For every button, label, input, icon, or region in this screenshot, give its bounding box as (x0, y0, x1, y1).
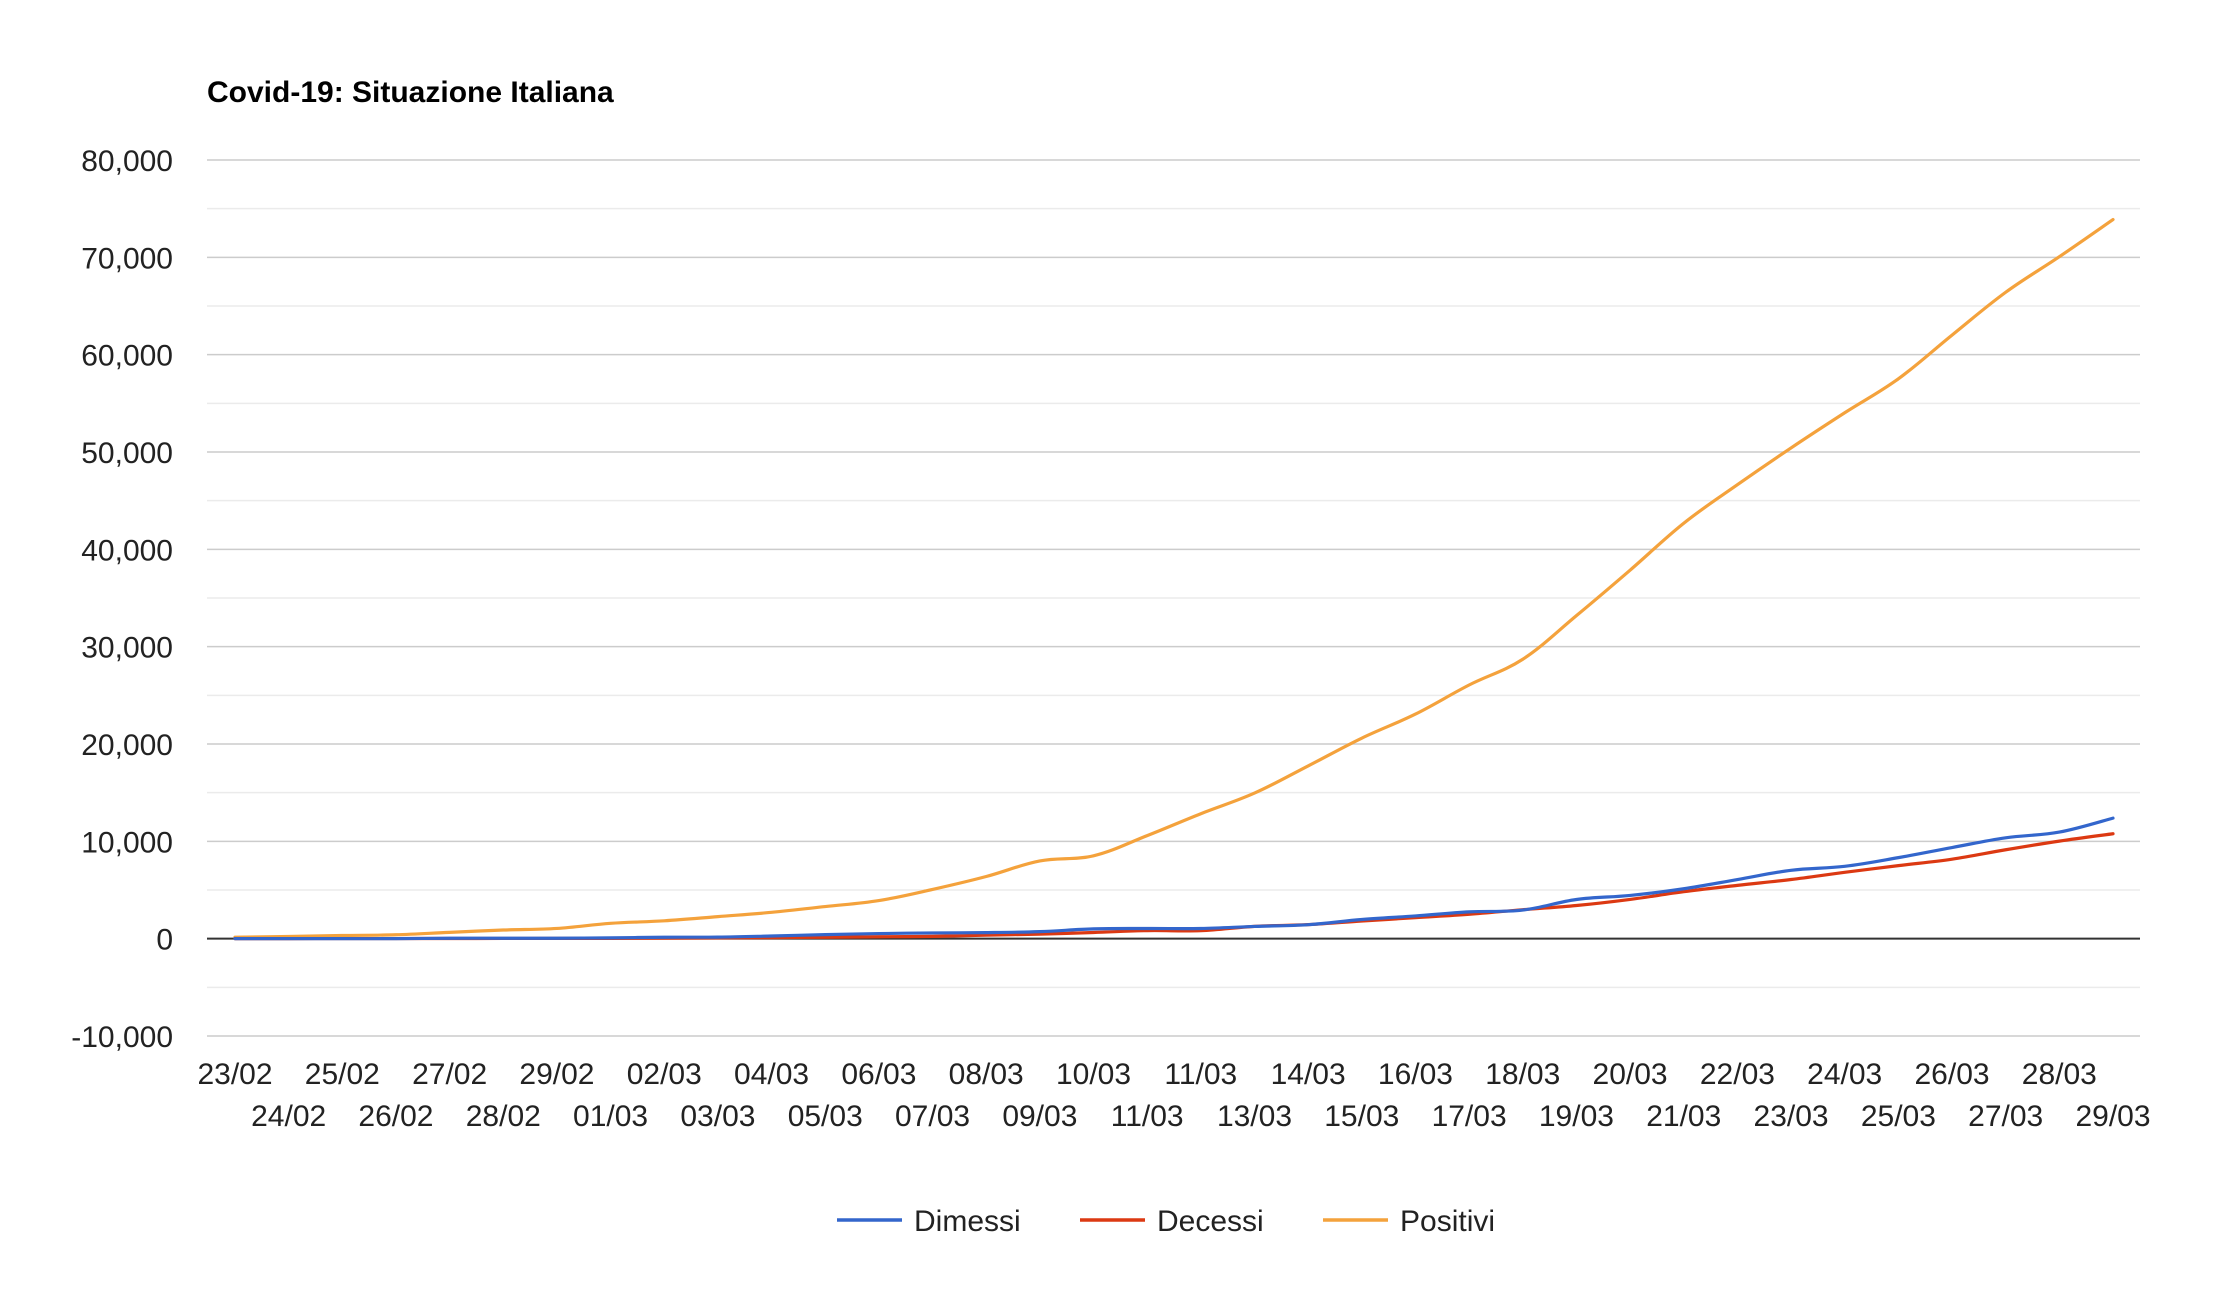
series-line-decessi (233, 832, 2115, 941)
x-tick-label: 09/03 (1002, 1100, 1077, 1133)
x-tick-label: 17/03 (1432, 1100, 1507, 1133)
x-tick-label: 03/03 (680, 1100, 755, 1133)
legend-label: Decessi (1157, 1205, 1264, 1238)
x-tick-label: 05/03 (788, 1100, 863, 1133)
series-layer (233, 217, 2115, 941)
legend-label: Positivi (1400, 1205, 1495, 1238)
y-tick-label: 80,000 (81, 145, 173, 178)
x-tick-label: 10/03 (1056, 1058, 1131, 1091)
legend: Dimessi Decessi Positivi (837, 1205, 1495, 1238)
x-tick-label: 28/03 (2022, 1058, 2097, 1091)
x-tick-label: 27/03 (1968, 1100, 2043, 1133)
x-tick-label: 24/03 (1807, 1058, 1882, 1091)
x-tick-label: 15/03 (1324, 1100, 1399, 1133)
y-tick-label: 20,000 (81, 729, 173, 762)
y-tick-label: 0 (156, 924, 173, 957)
x-tick-label: 01/03 (573, 1100, 648, 1133)
x-tick-label: 07/03 (895, 1100, 970, 1133)
y-tick-label: 70,000 (81, 242, 173, 275)
y-tick-label: 30,000 (81, 632, 173, 665)
x-tick-label: 29/02 (519, 1058, 594, 1091)
x-tick-label: 22/03 (1700, 1058, 1775, 1091)
x-tick-label: 19/03 (1539, 1100, 1614, 1133)
legend-item-decessi[interactable]: Decessi (1080, 1205, 1264, 1238)
grid-layer (207, 159, 2140, 1037)
x-tick-label: 28/02 (466, 1100, 541, 1133)
x-tick-label: 16/03 (1378, 1058, 1453, 1091)
chart-title: Covid-19: Situazione Italiana (207, 76, 614, 109)
series-line-positivi (233, 217, 2115, 939)
x-tick-label: 14/03 (1271, 1058, 1346, 1091)
y-tick-label: 40,000 (81, 534, 173, 567)
x-tick-label: 24/02 (251, 1100, 326, 1133)
legend-item-dimessi[interactable]: Dimessi (837, 1205, 1021, 1238)
x-tick-label: 23/03 (1754, 1100, 1829, 1133)
x-tick-label: 23/02 (197, 1058, 272, 1091)
legend-item-positivi[interactable]: Positivi (1323, 1205, 1495, 1238)
x-tick-label: 25/02 (305, 1058, 380, 1091)
x-axis-ticks: 23/02 24/02 25/02 26/02 27/02 28/02 29/02 01/03… (197, 1058, 2150, 1133)
x-tick-label: 21/03 (1646, 1100, 1721, 1133)
y-tick-label: -10,000 (71, 1021, 173, 1054)
x-tick-label: 11/03 (1111, 1100, 1184, 1133)
x-tick-label: 27/02 (412, 1058, 487, 1091)
x-tick-label: 02/03 (627, 1058, 702, 1091)
y-tick-label: 50,000 (81, 437, 173, 470)
x-tick-label: 26/03 (1914, 1058, 1989, 1091)
x-tick-label: 06/03 (841, 1058, 916, 1091)
x-tick-label: 26/02 (358, 1100, 433, 1133)
x-tick-label: 20/03 (1593, 1058, 1668, 1091)
x-tick-label: 29/03 (2075, 1100, 2150, 1133)
x-tick-label: 08/03 (949, 1058, 1024, 1091)
legend-label: Dimessi (914, 1205, 1021, 1238)
x-tick-label: 13/03 (1217, 1100, 1292, 1133)
y-tick-label: 10,000 (81, 826, 173, 859)
y-tick-label: 60,000 (81, 340, 173, 373)
series-line-dimessi (233, 816, 2115, 941)
y-axis-ticks: -10,000 0 10,000 20,000 30,000 40,000 50,000 60… (71, 145, 173, 1054)
x-tick-label: 11/03 (1164, 1058, 1237, 1091)
x-tick-label: 04/03 (734, 1058, 809, 1091)
x-tick-label: 25/03 (1861, 1100, 1936, 1133)
x-tick-label: 18/03 (1485, 1058, 1560, 1091)
